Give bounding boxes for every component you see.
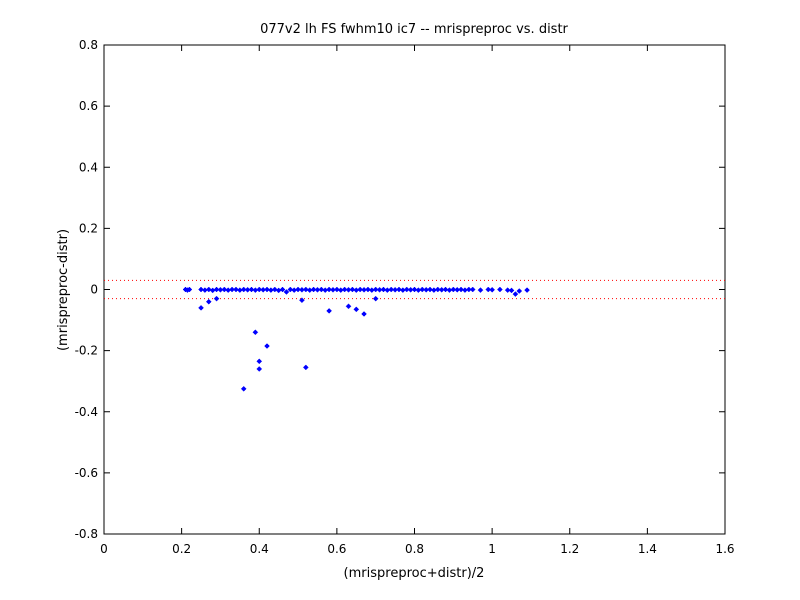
data-point <box>310 286 317 293</box>
data-point <box>205 298 212 305</box>
x-tick-label: 1 <box>488 542 496 556</box>
data-point <box>287 286 294 293</box>
data-point <box>299 297 305 304</box>
data-point <box>240 385 247 392</box>
data-point <box>221 286 228 293</box>
x-tick-label: 1.4 <box>638 542 657 556</box>
data-point <box>524 287 530 293</box>
data-point <box>326 286 332 293</box>
y-tick-label: 0.6 <box>79 99 98 113</box>
data-point <box>411 286 418 293</box>
data-point <box>341 286 348 293</box>
data-point <box>365 286 371 293</box>
data-point <box>361 311 367 317</box>
x-tick-label: 1.6 <box>715 542 734 556</box>
data-point <box>213 286 220 293</box>
data-point <box>252 329 259 336</box>
x-axis-label: (mrispreproc+distr)/2 <box>344 566 485 581</box>
plot-area: 0 0.2 0.4 0.6 0.8 1 1.2 1.4 1.6 -0.8 -0.6 -0.4 -0.2 0… <box>75 38 735 556</box>
y-tick-label: -0.8 <box>75 527 98 541</box>
data-point <box>264 343 270 349</box>
data-point <box>198 304 204 311</box>
y-tick-label: -0.2 <box>75 344 98 358</box>
data-point <box>205 286 212 293</box>
data-point <box>256 286 263 293</box>
data-point <box>233 286 239 293</box>
x-tick-label: 0 <box>100 542 108 556</box>
data-point <box>508 287 515 294</box>
data-point <box>469 286 476 293</box>
data-point <box>357 286 364 293</box>
data-point <box>326 308 332 314</box>
data-point <box>198 286 204 293</box>
data-point <box>318 286 325 293</box>
y-tick-label: 0.2 <box>79 221 98 235</box>
data-point <box>380 286 387 293</box>
data-point <box>450 286 457 293</box>
data-point <box>465 286 472 293</box>
data-point <box>256 366 263 372</box>
y-tick-label: -0.4 <box>75 405 98 419</box>
data-point <box>458 286 464 293</box>
chart-title: 077v2 lh FS fwhm10 ic7 -- mrispreproc vs… <box>260 22 568 37</box>
data-point <box>256 358 263 365</box>
data-point <box>396 286 402 293</box>
data-point <box>264 286 270 293</box>
data-point <box>372 286 379 293</box>
data-point <box>434 286 441 293</box>
data-point <box>283 289 290 295</box>
data-point <box>213 295 220 302</box>
y-tick-label: -0.6 <box>75 466 98 480</box>
data-point <box>427 286 433 293</box>
data-point <box>403 286 410 293</box>
data-point <box>388 286 395 293</box>
data-point <box>334 286 340 293</box>
data-point <box>271 286 278 293</box>
x-tick-label: 0.4 <box>250 542 269 556</box>
data-point <box>295 286 301 293</box>
data-point <box>302 286 309 293</box>
y-tick-label: 0 <box>90 283 98 297</box>
data-point <box>349 286 356 293</box>
data-point <box>302 364 309 371</box>
data-point <box>353 306 360 313</box>
x-tick-label: 0.2 <box>172 542 191 556</box>
data-point <box>504 287 511 293</box>
data-point <box>240 286 247 293</box>
data-point <box>419 286 426 293</box>
data-point <box>372 295 379 302</box>
x-tick-label: 1.2 <box>560 542 579 556</box>
x-tick-label: 0.8 <box>405 542 424 556</box>
data-point <box>442 286 449 293</box>
data-point <box>229 286 235 293</box>
y-tick-label: 0.4 <box>79 160 98 174</box>
data-point <box>279 286 286 293</box>
data-point <box>477 287 484 293</box>
data-point <box>485 286 492 293</box>
data-point <box>248 286 255 293</box>
data-point <box>516 288 523 294</box>
y-tick-label: 0.8 <box>79 38 98 52</box>
data-point <box>497 286 503 293</box>
data-point <box>345 303 352 310</box>
y-axis-label: (mrispreproc-distr) <box>56 229 71 351</box>
x-tick-label: 0.6 <box>327 542 346 556</box>
data-point <box>512 291 519 297</box>
data-point <box>186 286 193 293</box>
data-point <box>489 286 495 293</box>
